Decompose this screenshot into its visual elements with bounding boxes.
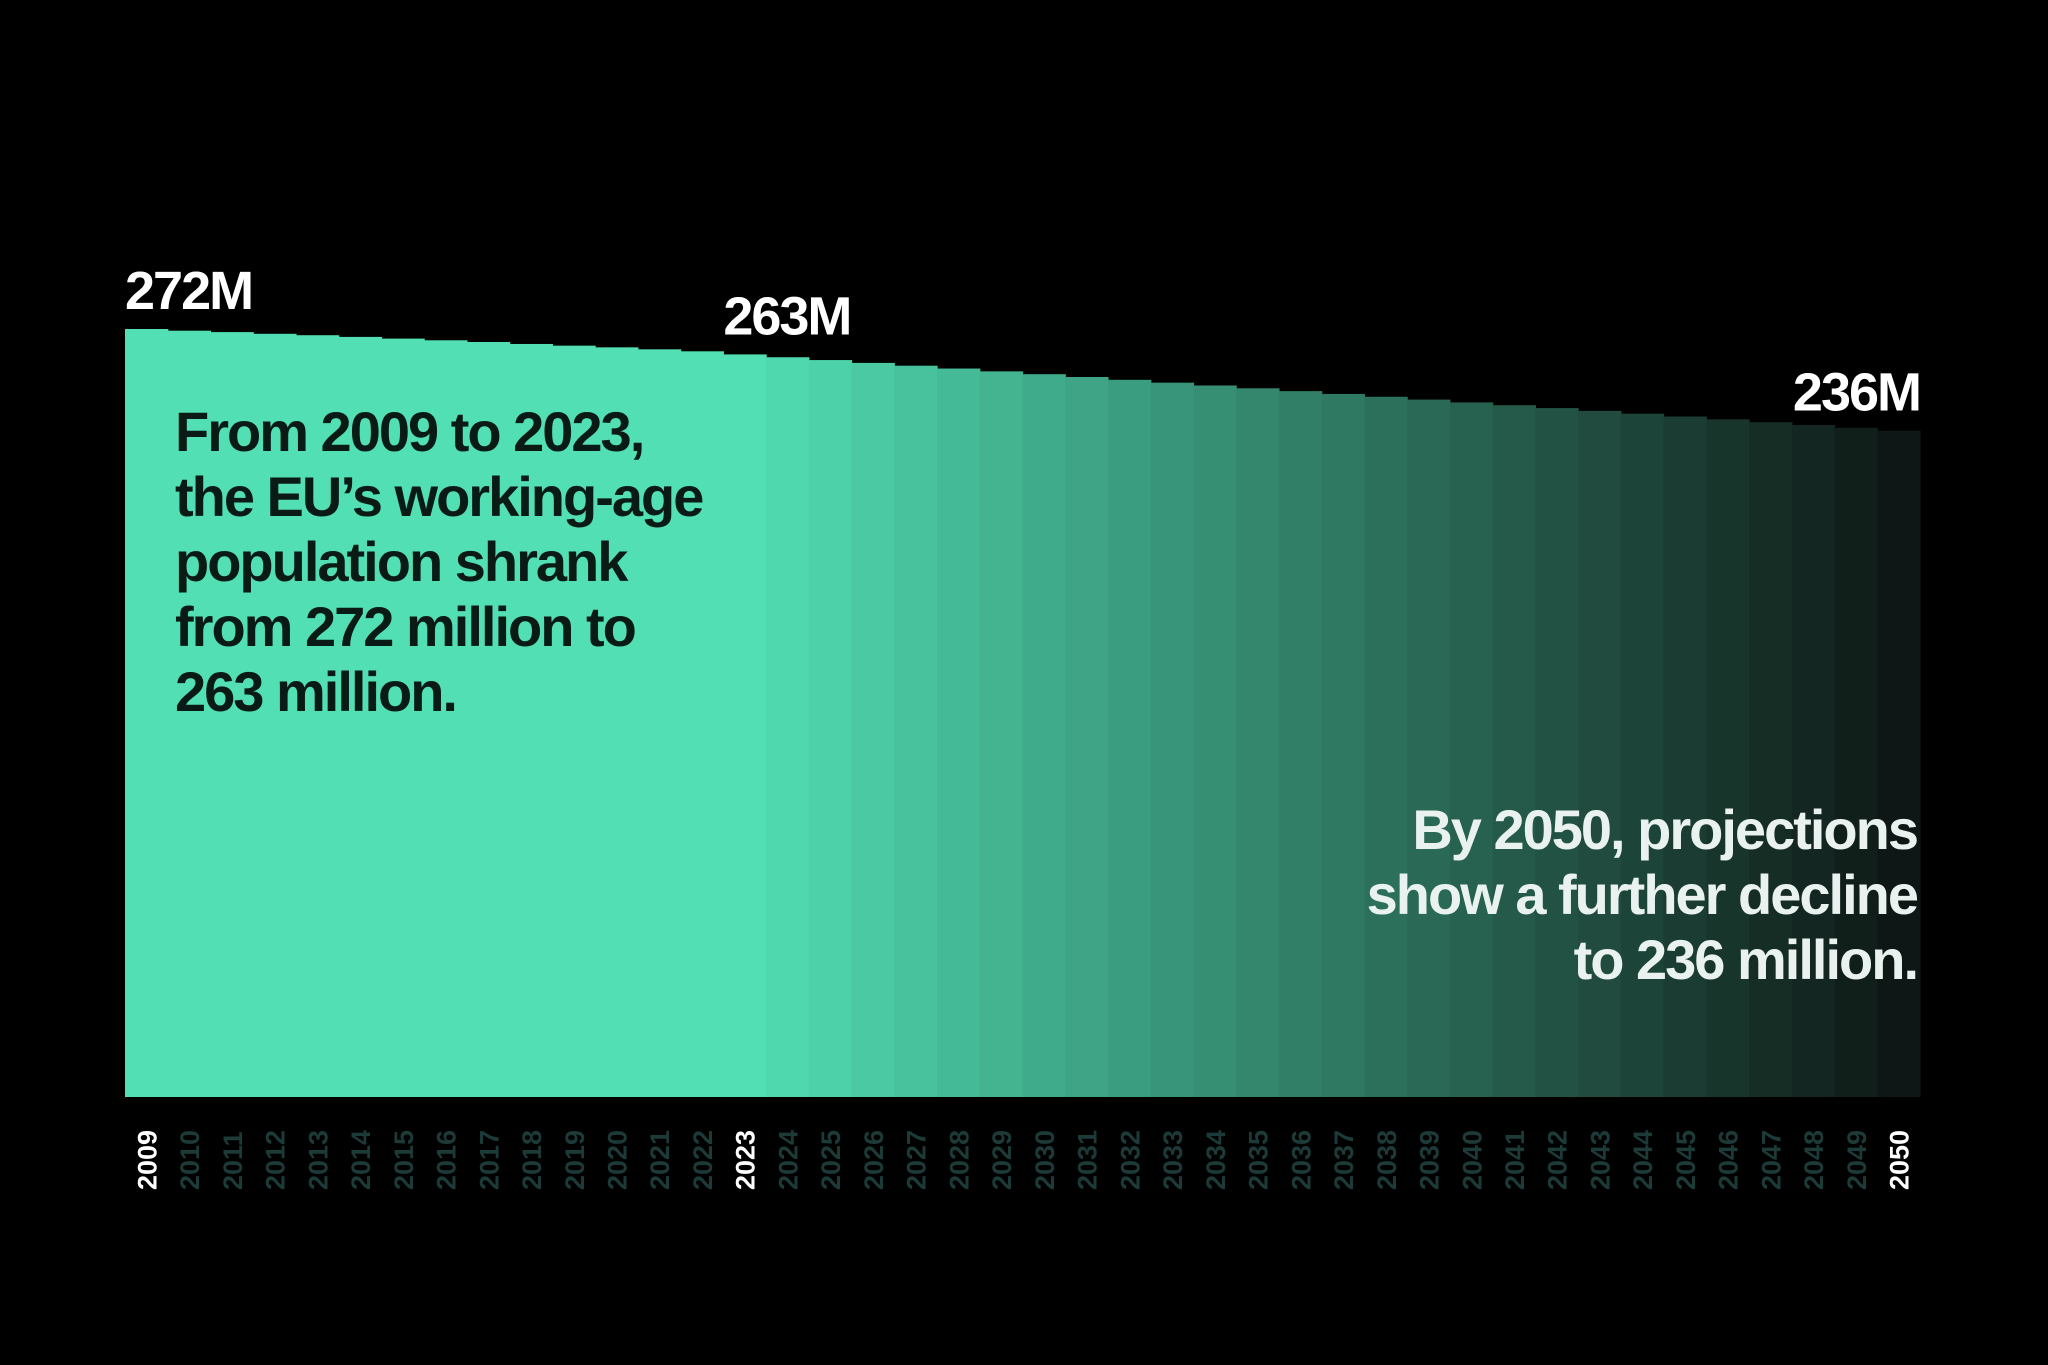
- x-tick-label: 2041: [1500, 1130, 1530, 1190]
- x-tick-label: 2044: [1628, 1130, 1658, 1190]
- x-tick-label: 2046: [1714, 1130, 1744, 1190]
- bar: [1749, 422, 1793, 1097]
- x-tick-label: 2037: [1329, 1130, 1359, 1190]
- x-tick-label: 2029: [987, 1130, 1017, 1190]
- x-tick-label: 2039: [1415, 1130, 1445, 1190]
- x-tick-label: 2017: [474, 1130, 504, 1190]
- bar: [1877, 430, 1921, 1097]
- bar: [1193, 385, 1237, 1097]
- annotation: From 2009 to 2023,: [175, 400, 643, 463]
- x-tick-label: 2048: [1799, 1130, 1829, 1190]
- x-tick-label: 2013: [303, 1130, 333, 1190]
- x-tick-label: 2042: [1543, 1130, 1573, 1190]
- x-tick-label: 2021: [645, 1130, 675, 1190]
- x-tick-label: 2020: [602, 1130, 632, 1190]
- value-label: 263M: [723, 286, 850, 346]
- value-label: 272M: [125, 261, 252, 321]
- bar: [295, 335, 340, 1097]
- annotation: population shrank: [175, 530, 629, 593]
- x-tick-label: 2030: [1030, 1130, 1060, 1190]
- x-tick-label: 2016: [432, 1130, 462, 1190]
- x-tick-label: 2036: [1286, 1130, 1316, 1190]
- x-tick-label: 2035: [1244, 1130, 1274, 1190]
- x-tick-label: 2028: [944, 1130, 974, 1190]
- bar: [851, 362, 895, 1098]
- bar: [552, 345, 596, 1097]
- bar: [1065, 377, 1109, 1097]
- x-tick-label: 2043: [1585, 1130, 1615, 1190]
- bar: [1663, 416, 1707, 1097]
- bar: [1492, 405, 1536, 1097]
- x-tick-label: 2034: [1201, 1130, 1231, 1190]
- bar: [1834, 427, 1878, 1098]
- bar: [937, 368, 981, 1097]
- bar: [338, 336, 383, 1097]
- x-tick-label: 2038: [1372, 1130, 1402, 1190]
- x-tick-label: 2025: [816, 1130, 846, 1190]
- x-tick-label: 2031: [1073, 1130, 1103, 1190]
- x-tick-label: 2040: [1457, 1130, 1487, 1190]
- bar: [680, 351, 724, 1097]
- bar: [1364, 396, 1408, 1097]
- bar: [637, 349, 682, 1097]
- x-tick-label: 2033: [1158, 1130, 1188, 1190]
- bar: [210, 332, 254, 1097]
- bar: [466, 341, 511, 1097]
- bar: [595, 347, 639, 1098]
- x-tick-label: 2047: [1756, 1130, 1786, 1190]
- x-tick-label: 2024: [773, 1130, 803, 1190]
- bar: [808, 360, 853, 1097]
- bar: [424, 340, 468, 1097]
- x-tick-label: 2023: [731, 1130, 761, 1190]
- bar: [979, 371, 1024, 1098]
- value-label: 236M: [1793, 363, 1920, 423]
- bar: [1449, 402, 1494, 1098]
- bar: [766, 357, 810, 1097]
- bar: [1107, 379, 1152, 1098]
- x-tick-label: 2011: [218, 1131, 248, 1190]
- bar: [167, 330, 212, 1098]
- x-tick-label: 2027: [902, 1130, 932, 1190]
- x-tick-label: 2009: [132, 1130, 162, 1190]
- bar: [253, 333, 297, 1097]
- x-tick-label: 2026: [859, 1130, 889, 1190]
- x-tick-label: 2015: [389, 1130, 419, 1190]
- x-tick-label: 2018: [517, 1130, 547, 1190]
- bar: [1278, 391, 1323, 1097]
- bar: [1321, 393, 1366, 1097]
- x-tick-label: 2010: [175, 1130, 205, 1190]
- bar: [1535, 408, 1579, 1097]
- bar: [894, 365, 938, 1097]
- x-tick-label: 2032: [1115, 1130, 1145, 1190]
- annotation: show a further decline: [1367, 863, 1918, 926]
- bar: [125, 329, 169, 1097]
- bar: [381, 338, 425, 1098]
- annotation: to 236 million.: [1574, 928, 1917, 991]
- x-tick-label: 2012: [261, 1130, 291, 1190]
- bar: [1022, 374, 1066, 1097]
- bar: [1620, 413, 1665, 1097]
- bar: [723, 354, 767, 1098]
- bar: [1236, 388, 1280, 1097]
- bar: [1578, 410, 1622, 1098]
- x-tick-label: 2049: [1842, 1130, 1872, 1190]
- x-tick-label: 2022: [688, 1130, 718, 1190]
- bar: [1407, 399, 1451, 1097]
- x-tick-label: 2045: [1671, 1130, 1701, 1190]
- annotation: By 2050, projections: [1412, 798, 1917, 861]
- annotation: from 272 million to: [175, 595, 636, 658]
- annotation: the EU’s working-age: [175, 465, 703, 528]
- bar: [509, 343, 553, 1097]
- x-tick-label: 2019: [560, 1130, 590, 1190]
- x-tick-label: 2050: [1885, 1130, 1915, 1190]
- bar: [1150, 382, 1195, 1097]
- bar: [1791, 425, 1836, 1097]
- bar: [1706, 419, 1750, 1098]
- x-tick-label: 2014: [346, 1130, 376, 1190]
- annotation: 263 million.: [175, 660, 456, 723]
